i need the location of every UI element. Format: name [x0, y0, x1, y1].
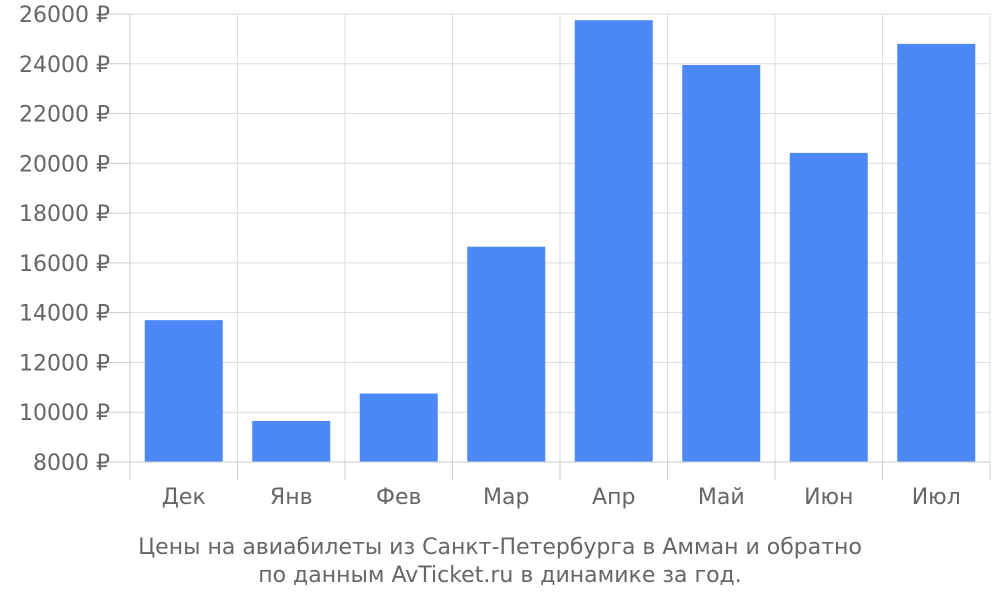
y-tick-label: 14000 ₽ [19, 302, 110, 327]
x-tick-label: Дек [162, 485, 206, 510]
bar [789, 152, 868, 462]
y-tick-label: 12000 ₽ [19, 351, 110, 376]
y-tick-label: 24000 ₽ [19, 53, 110, 78]
bar [897, 43, 976, 462]
x-tick-label: Июл [912, 485, 961, 510]
y-tick-label: 26000 ₽ [19, 3, 110, 28]
bar [467, 246, 546, 462]
y-tick-label: 10000 ₽ [19, 401, 110, 426]
chart-caption-line-2: по данным AvTicket.ru в динамике за год. [258, 563, 742, 588]
y-tick-label: 22000 ₽ [19, 103, 110, 128]
x-tick-label: Фев [376, 485, 421, 510]
x-tick-label: Мар [483, 485, 529, 510]
bar [682, 65, 761, 463]
bars [144, 20, 976, 463]
chart-caption-line-1: Цены на авиабилеты из Санкт-Петербурга в… [138, 535, 862, 560]
y-tick-label: 18000 ₽ [19, 202, 110, 227]
y-tick-label: 16000 ₽ [19, 252, 110, 277]
y-tick-label: 20000 ₽ [19, 152, 110, 177]
x-tick-label: Янв [270, 485, 313, 510]
axes [104, 13, 991, 480]
x-tick-label: Апр [592, 485, 635, 510]
bar [144, 320, 223, 462]
bar [252, 420, 331, 462]
y-axis-ticks: 8000 ₽ 10000 ₽ 12000 ₽ 14000 ₽ 16000 ₽ 18000 … [19, 3, 110, 476]
x-axis-ticks: Дек Янв Фев Мар Апр Май Июн Июл [162, 485, 961, 510]
x-tick-label: Июн [804, 485, 853, 510]
x-tick-label: Май [698, 485, 745, 510]
bar [359, 393, 438, 462]
y-tick-label: 8000 ₽ [33, 451, 110, 476]
bar [574, 20, 653, 462]
